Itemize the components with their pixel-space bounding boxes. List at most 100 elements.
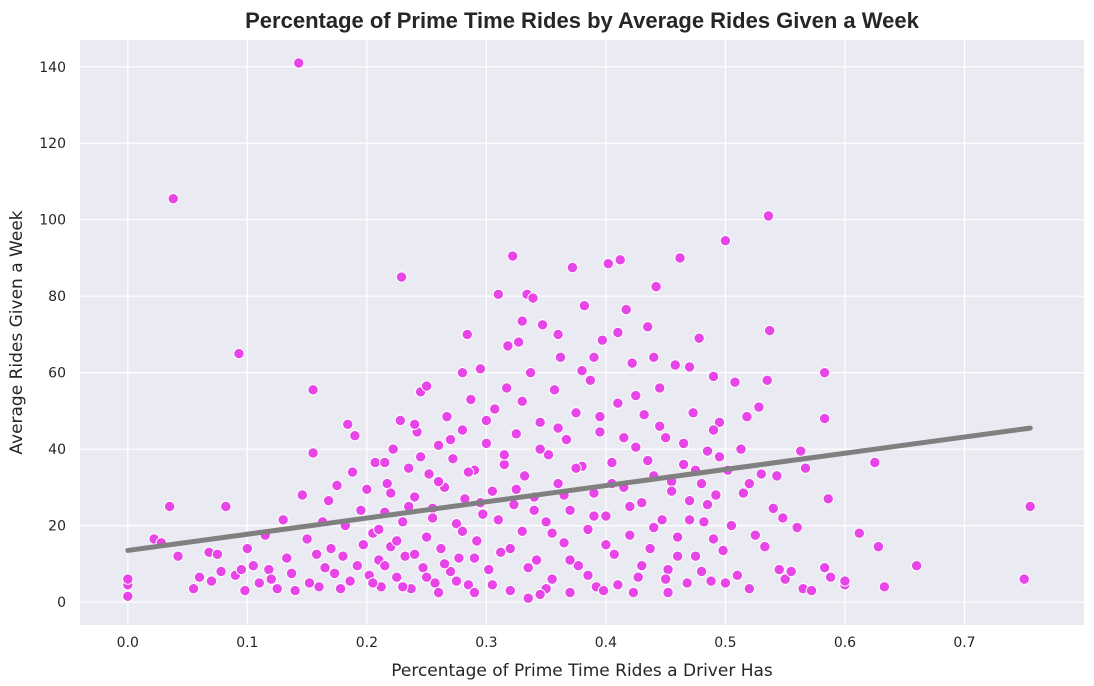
data-point xyxy=(417,561,429,574)
data-point xyxy=(524,366,537,379)
data-point xyxy=(743,477,756,490)
data-point xyxy=(444,565,457,578)
data-point xyxy=(779,573,791,585)
y-tick-label: 60 xyxy=(48,366,66,382)
data-point xyxy=(767,502,779,515)
data-point xyxy=(522,561,534,574)
data-point xyxy=(187,582,200,595)
data-point xyxy=(818,366,831,379)
tick-labels: 0.0 0.1 0.2 0.3 0.4 0.5 0.6 0.7 0 20 40 60 80 100 120 1… xyxy=(39,60,975,651)
data-point xyxy=(296,489,309,501)
data-point xyxy=(642,321,654,333)
data-point xyxy=(566,261,579,274)
data-point xyxy=(504,542,516,555)
x-tick-label: 0.5 xyxy=(714,635,736,651)
data-point xyxy=(220,500,232,513)
data-point xyxy=(594,426,606,438)
data-point xyxy=(367,577,379,589)
x-axis-label: Percentage of Prime Time Rides a Driver … xyxy=(391,661,773,681)
data-point xyxy=(735,443,747,455)
data-point xyxy=(420,380,433,392)
data-point xyxy=(753,401,765,413)
data-point xyxy=(701,498,714,511)
y-tick-label: 20 xyxy=(48,519,66,535)
data-point xyxy=(693,332,705,344)
data-point xyxy=(600,539,612,551)
data-point xyxy=(648,521,660,534)
data-point xyxy=(408,418,421,430)
data-point xyxy=(853,527,865,539)
x-tick-label: 0.1 xyxy=(236,635,258,651)
data-point xyxy=(558,537,570,549)
data-point xyxy=(465,393,477,406)
data-point xyxy=(444,433,457,446)
data-point xyxy=(614,254,626,266)
data-point xyxy=(546,527,558,539)
data-point xyxy=(584,374,597,386)
data-point xyxy=(498,449,511,461)
data-point xyxy=(498,458,511,471)
data-point xyxy=(554,351,567,364)
data-point xyxy=(322,495,335,507)
data-point xyxy=(506,250,519,262)
data-point xyxy=(687,407,699,419)
data-point xyxy=(822,493,834,505)
data-point xyxy=(662,586,674,599)
data-point xyxy=(596,334,609,346)
data-point xyxy=(681,577,693,589)
data-point xyxy=(630,441,642,453)
data-point xyxy=(824,571,837,583)
data-point xyxy=(564,586,576,599)
data-point xyxy=(707,533,720,545)
data-point xyxy=(438,558,451,570)
data-point xyxy=(349,430,361,442)
data-point xyxy=(771,470,783,482)
data-point xyxy=(504,584,516,597)
data-point xyxy=(560,433,573,446)
data-point xyxy=(717,544,729,557)
data-point xyxy=(636,496,648,509)
data-point xyxy=(570,407,582,419)
data-point xyxy=(397,516,409,528)
data-point xyxy=(334,582,347,595)
data-point xyxy=(755,468,767,480)
data-point xyxy=(677,437,690,450)
data-point xyxy=(337,550,349,562)
data-point xyxy=(630,389,642,402)
x-tick-label: 0.3 xyxy=(475,635,497,651)
data-point xyxy=(357,539,369,551)
data-point xyxy=(594,410,606,423)
data-point xyxy=(172,550,184,562)
data-point xyxy=(683,361,696,373)
data-point xyxy=(399,550,411,562)
data-point xyxy=(516,525,528,538)
data-point xyxy=(536,319,549,331)
data-point xyxy=(878,581,891,593)
data-point xyxy=(385,487,397,499)
data-point xyxy=(468,552,481,564)
x-tick-label: 0.2 xyxy=(356,635,378,651)
data-point xyxy=(552,328,564,341)
data-point xyxy=(795,445,807,457)
data-point xyxy=(205,575,218,587)
data-point xyxy=(552,477,564,490)
data-point xyxy=(910,560,923,572)
data-point xyxy=(818,412,831,425)
data-point xyxy=(167,192,179,205)
data-point xyxy=(215,565,227,578)
data-point xyxy=(602,257,614,270)
x-tick-label: 0.6 xyxy=(834,635,856,651)
data-point xyxy=(763,324,776,337)
data-point xyxy=(626,357,638,369)
data-point xyxy=(719,577,732,589)
data-point xyxy=(627,586,640,599)
data-point xyxy=(414,451,427,463)
data-point xyxy=(307,384,319,396)
data-point xyxy=(698,516,710,528)
data-point xyxy=(725,519,738,532)
data-point xyxy=(281,552,293,564)
data-point xyxy=(669,359,681,371)
data-point xyxy=(743,582,756,595)
y-axis-label: Average Rides Given a Week xyxy=(7,210,27,454)
data-point xyxy=(659,431,672,444)
